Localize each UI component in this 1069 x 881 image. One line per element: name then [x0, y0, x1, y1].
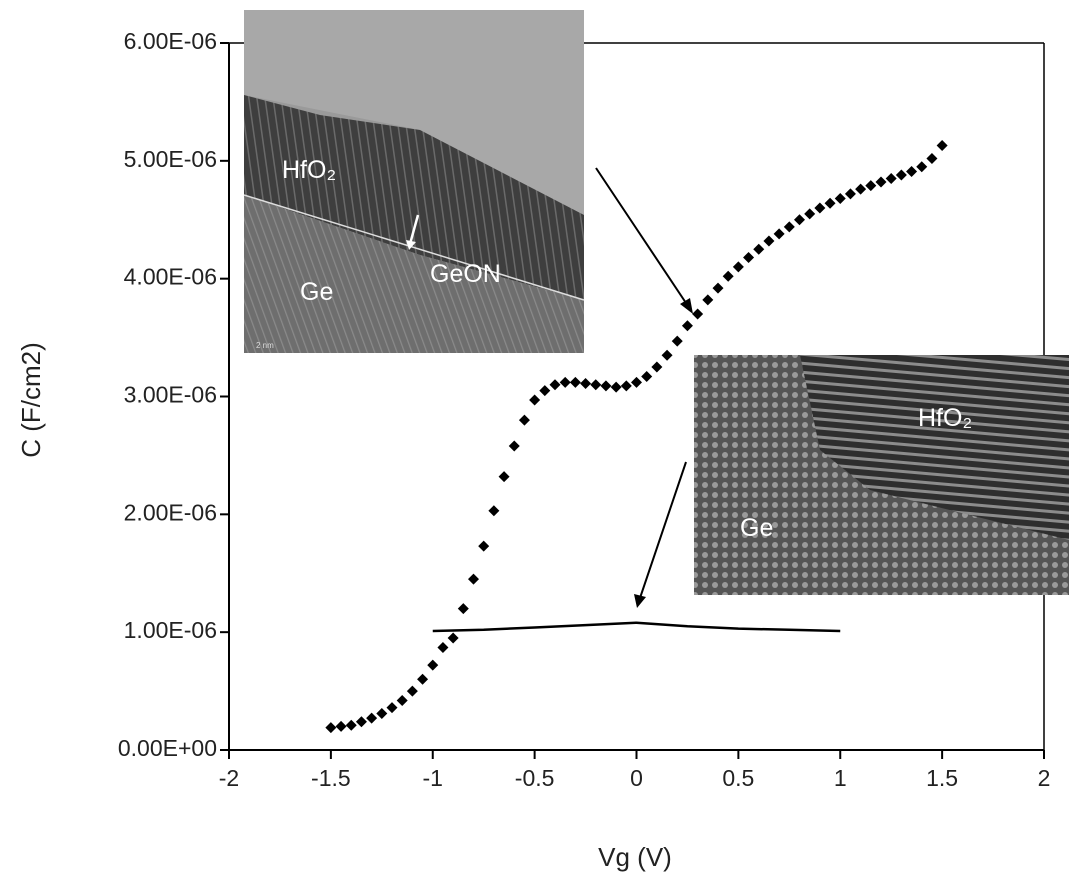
point — [559, 376, 571, 388]
point — [651, 361, 663, 373]
point — [478, 540, 490, 552]
annotation: Ge — [740, 514, 773, 542]
x-tick-label: 0 — [630, 765, 643, 791]
scale-bar-label: 2 nm — [256, 341, 274, 350]
point — [529, 394, 541, 406]
point — [641, 370, 653, 382]
point — [926, 152, 938, 164]
point — [580, 378, 592, 390]
point — [518, 414, 530, 426]
x-tick-label: -0.5 — [515, 765, 555, 791]
point — [590, 379, 602, 391]
point — [631, 376, 642, 388]
point — [396, 695, 408, 707]
point — [417, 673, 429, 685]
arrows — [595, 167, 693, 608]
point — [508, 440, 520, 452]
point — [732, 261, 744, 273]
y-tick-label: 4.00E-06 — [124, 264, 217, 290]
point — [794, 214, 805, 226]
annotation: Ge — [300, 278, 333, 306]
point — [661, 349, 673, 361]
point — [783, 221, 795, 233]
point — [447, 632, 459, 644]
point — [569, 376, 581, 388]
x-tick-label: -1.5 — [311, 765, 351, 791]
point — [804, 208, 816, 220]
x-tick-label: 1.5 — [926, 765, 958, 791]
x-tick-label: 0.5 — [722, 765, 754, 791]
point — [539, 385, 551, 397]
tem-inset-2: HfO₂ Ge — [694, 355, 1069, 595]
point — [366, 712, 378, 724]
point — [468, 573, 479, 585]
point — [620, 380, 632, 392]
point — [671, 335, 683, 347]
point — [722, 270, 734, 282]
point — [427, 659, 439, 671]
point — [906, 165, 918, 177]
point — [498, 471, 510, 483]
point — [457, 603, 469, 615]
point — [895, 169, 907, 181]
point — [743, 251, 755, 263]
point — [376, 707, 388, 719]
x-axis-title: Vg (V) — [598, 842, 672, 872]
y-tick-label: 6.00E-06 — [124, 28, 217, 54]
point — [855, 183, 867, 195]
point — [335, 720, 347, 732]
point — [712, 282, 724, 294]
point — [549, 379, 561, 391]
point — [610, 381, 622, 393]
y-tick-label: 5.00E-06 — [124, 146, 217, 172]
point — [865, 180, 877, 192]
annotation: HfO₂ — [282, 156, 336, 184]
point — [325, 722, 337, 734]
curve — [432, 621, 841, 633]
y-axis-title: C (F/cm2) — [16, 342, 46, 458]
annotation: GeON — [430, 260, 501, 288]
point — [600, 380, 612, 392]
x-tick-label: 1 — [834, 765, 847, 791]
point — [936, 140, 948, 152]
annotation: HfO₂ — [918, 404, 972, 432]
point — [702, 294, 714, 306]
x-tick-label: -2 — [219, 765, 239, 791]
y-tick-label: 0.00E+00 — [118, 735, 217, 761]
point — [916, 161, 928, 173]
point — [875, 176, 887, 188]
point — [345, 719, 357, 731]
point — [763, 235, 775, 247]
point — [406, 685, 418, 697]
point — [773, 228, 785, 240]
point — [753, 243, 765, 255]
point — [681, 320, 693, 332]
x-tick-label: 2 — [1038, 765, 1051, 791]
tem-inset-1: HfO₂ GeON Ge 2 nm — [243, 10, 585, 353]
x-tick-label: -1 — [423, 765, 443, 791]
point — [386, 702, 398, 714]
point — [814, 202, 826, 214]
point — [844, 188, 856, 200]
point — [692, 308, 704, 320]
point — [437, 641, 449, 653]
point — [834, 193, 846, 205]
point — [355, 716, 367, 728]
y-tick-label: 1.00E-06 — [124, 617, 217, 643]
point — [488, 505, 500, 517]
y-tick-label: 2.00E-06 — [124, 499, 217, 525]
plot-area: -2 -1.5 -1 -0.5 0 0.5 1 1.5 2 0.00E+00 1.00E-06 2.0… — [118, 28, 1051, 791]
y-tick-label: 3.00E-06 — [124, 382, 217, 408]
point — [824, 197, 836, 209]
point — [885, 173, 897, 185]
